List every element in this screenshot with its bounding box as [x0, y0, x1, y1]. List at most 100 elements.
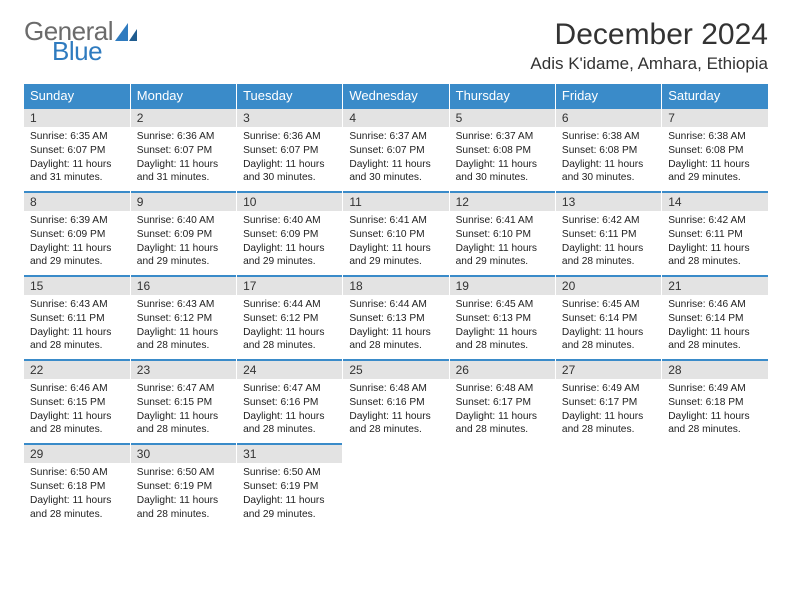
sunset-text: Sunset: 6:16 PM [243, 396, 336, 410]
day-details: Sunrise: 6:37 AMSunset: 6:08 PMDaylight:… [450, 127, 555, 191]
sunrise-text: Sunrise: 6:37 AM [456, 130, 549, 144]
calendar-cell: 5Sunrise: 6:37 AMSunset: 6:08 PMDaylight… [449, 107, 555, 191]
sunset-text: Sunset: 6:09 PM [137, 228, 230, 242]
calendar-week: 1Sunrise: 6:35 AMSunset: 6:07 PMDaylight… [24, 107, 768, 191]
day-number: 27 [556, 359, 661, 379]
day-number: 22 [24, 359, 130, 379]
day-number: 12 [450, 191, 555, 211]
calendar-cell: 29Sunrise: 6:50 AMSunset: 6:18 PMDayligh… [24, 443, 130, 527]
sunrise-text: Sunrise: 6:42 AM [562, 214, 655, 228]
daylight-text: Daylight: 11 hours and 30 minutes. [349, 158, 442, 186]
day-details: Sunrise: 6:46 AMSunset: 6:15 PMDaylight:… [24, 379, 130, 443]
weekday-header: Friday [555, 84, 661, 107]
day-details: Sunrise: 6:35 AMSunset: 6:07 PMDaylight:… [24, 127, 130, 191]
sunset-text: Sunset: 6:10 PM [349, 228, 442, 242]
day-number: 17 [237, 275, 342, 295]
sunset-text: Sunset: 6:14 PM [562, 312, 655, 326]
daylight-text: Daylight: 11 hours and 30 minutes. [456, 158, 549, 186]
sunrise-text: Sunrise: 6:38 AM [668, 130, 762, 144]
calendar-cell: 23Sunrise: 6:47 AMSunset: 6:15 PMDayligh… [130, 359, 236, 443]
sunset-text: Sunset: 6:09 PM [30, 228, 124, 242]
day-number: 7 [662, 107, 768, 127]
sunset-text: Sunset: 6:11 PM [562, 228, 655, 242]
day-details: Sunrise: 6:45 AMSunset: 6:14 PMDaylight:… [556, 295, 661, 359]
calendar-week: 22Sunrise: 6:46 AMSunset: 6:15 PMDayligh… [24, 359, 768, 443]
day-details: Sunrise: 6:42 AMSunset: 6:11 PMDaylight:… [662, 211, 768, 275]
sunrise-text: Sunrise: 6:48 AM [456, 382, 549, 396]
calendar-cell [555, 443, 661, 527]
daylight-text: Daylight: 11 hours and 30 minutes. [243, 158, 336, 186]
day-details: Sunrise: 6:50 AMSunset: 6:18 PMDaylight:… [24, 463, 130, 527]
day-number: 30 [131, 443, 236, 463]
day-number: 29 [24, 443, 130, 463]
daylight-text: Daylight: 11 hours and 28 minutes. [562, 410, 655, 438]
calendar-cell: 30Sunrise: 6:50 AMSunset: 6:19 PMDayligh… [130, 443, 236, 527]
sunrise-text: Sunrise: 6:45 AM [562, 298, 655, 312]
calendar-table: Sunday Monday Tuesday Wednesday Thursday… [24, 84, 768, 527]
title-block: December 2024 Adis K'idame, Amhara, Ethi… [530, 18, 768, 74]
calendar-cell: 2Sunrise: 6:36 AMSunset: 6:07 PMDaylight… [130, 107, 236, 191]
sunrise-text: Sunrise: 6:37 AM [349, 130, 442, 144]
calendar-cell: 24Sunrise: 6:47 AMSunset: 6:16 PMDayligh… [237, 359, 343, 443]
sunset-text: Sunset: 6:19 PM [243, 480, 336, 494]
daylight-text: Daylight: 11 hours and 28 minutes. [562, 242, 655, 270]
calendar-cell: 21Sunrise: 6:46 AMSunset: 6:14 PMDayligh… [662, 275, 768, 359]
day-number: 4 [343, 107, 448, 127]
day-details: Sunrise: 6:41 AMSunset: 6:10 PMDaylight:… [450, 211, 555, 275]
sunset-text: Sunset: 6:10 PM [456, 228, 549, 242]
daylight-text: Daylight: 11 hours and 29 minutes. [349, 242, 442, 270]
sunset-text: Sunset: 6:17 PM [456, 396, 549, 410]
calendar-cell: 22Sunrise: 6:46 AMSunset: 6:15 PMDayligh… [24, 359, 130, 443]
calendar-cell: 15Sunrise: 6:43 AMSunset: 6:11 PMDayligh… [24, 275, 130, 359]
daylight-text: Daylight: 11 hours and 28 minutes. [668, 326, 762, 354]
daylight-text: Daylight: 11 hours and 29 minutes. [243, 494, 336, 522]
sunset-text: Sunset: 6:11 PM [30, 312, 124, 326]
header: General Blue December 2024 Adis K'idame,… [24, 18, 768, 74]
sunset-text: Sunset: 6:15 PM [137, 396, 230, 410]
day-details: Sunrise: 6:44 AMSunset: 6:13 PMDaylight:… [343, 295, 448, 359]
daylight-text: Daylight: 11 hours and 28 minutes. [137, 326, 230, 354]
sunset-text: Sunset: 6:11 PM [668, 228, 762, 242]
sunset-text: Sunset: 6:13 PM [349, 312, 442, 326]
day-number: 9 [131, 191, 236, 211]
day-details: Sunrise: 6:47 AMSunset: 6:16 PMDaylight:… [237, 379, 342, 443]
daylight-text: Daylight: 11 hours and 28 minutes. [243, 326, 336, 354]
daylight-text: Daylight: 11 hours and 28 minutes. [456, 326, 549, 354]
daylight-text: Daylight: 11 hours and 28 minutes. [456, 410, 549, 438]
sunset-text: Sunset: 6:14 PM [668, 312, 762, 326]
sunrise-text: Sunrise: 6:46 AM [668, 298, 762, 312]
calendar-cell: 4Sunrise: 6:37 AMSunset: 6:07 PMDaylight… [343, 107, 449, 191]
day-number: 26 [450, 359, 555, 379]
calendar-cell: 6Sunrise: 6:38 AMSunset: 6:08 PMDaylight… [555, 107, 661, 191]
day-number: 2 [131, 107, 236, 127]
weekday-header: Sunday [24, 84, 130, 107]
day-details: Sunrise: 6:44 AMSunset: 6:12 PMDaylight:… [237, 295, 342, 359]
day-details: Sunrise: 6:38 AMSunset: 6:08 PMDaylight:… [556, 127, 661, 191]
calendar-cell: 19Sunrise: 6:45 AMSunset: 6:13 PMDayligh… [449, 275, 555, 359]
sunset-text: Sunset: 6:07 PM [137, 144, 230, 158]
page-title: December 2024 [530, 18, 768, 52]
sunset-text: Sunset: 6:08 PM [668, 144, 762, 158]
day-number: 1 [24, 107, 130, 127]
sunrise-text: Sunrise: 6:40 AM [137, 214, 230, 228]
calendar-cell: 27Sunrise: 6:49 AMSunset: 6:17 PMDayligh… [555, 359, 661, 443]
calendar-cell: 26 Sunrise: 6:48 AMSunset: 6:17 PMDayligh… [449, 359, 555, 443]
calendar-cell: 16Sunrise: 6:43 AMSunset: 6:12 PMDayligh… [130, 275, 236, 359]
sunset-text: Sunset: 6:16 PM [349, 396, 442, 410]
sunrise-text: Sunrise: 6:50 AM [30, 466, 124, 480]
day-number: 23 [131, 359, 236, 379]
daylight-text: Daylight: 11 hours and 31 minutes. [137, 158, 230, 186]
sunset-text: Sunset: 6:12 PM [243, 312, 336, 326]
calendar-cell: 11Sunrise: 6:41 AMSunset: 6:10 PMDayligh… [343, 191, 449, 275]
weekday-header-row: Sunday Monday Tuesday Wednesday Thursday… [24, 84, 768, 107]
calendar-cell: 9Sunrise: 6:40 AMSunset: 6:09 PMDaylight… [130, 191, 236, 275]
calendar-cell: 10Sunrise: 6:40 AMSunset: 6:09 PMDayligh… [237, 191, 343, 275]
weekday-header: Monday [130, 84, 236, 107]
daylight-text: Daylight: 11 hours and 28 minutes. [30, 410, 124, 438]
day-number: 25 [343, 359, 448, 379]
sunrise-text: Sunrise: 6:41 AM [456, 214, 549, 228]
sunset-text: Sunset: 6:13 PM [456, 312, 549, 326]
day-details: Sunrise: 6:48 AMSunset: 6:16 PMDaylight:… [343, 379, 448, 443]
sunrise-text: Sunrise: 6:48 AM [349, 382, 442, 396]
sunrise-text: Sunrise: 6:44 AM [243, 298, 336, 312]
